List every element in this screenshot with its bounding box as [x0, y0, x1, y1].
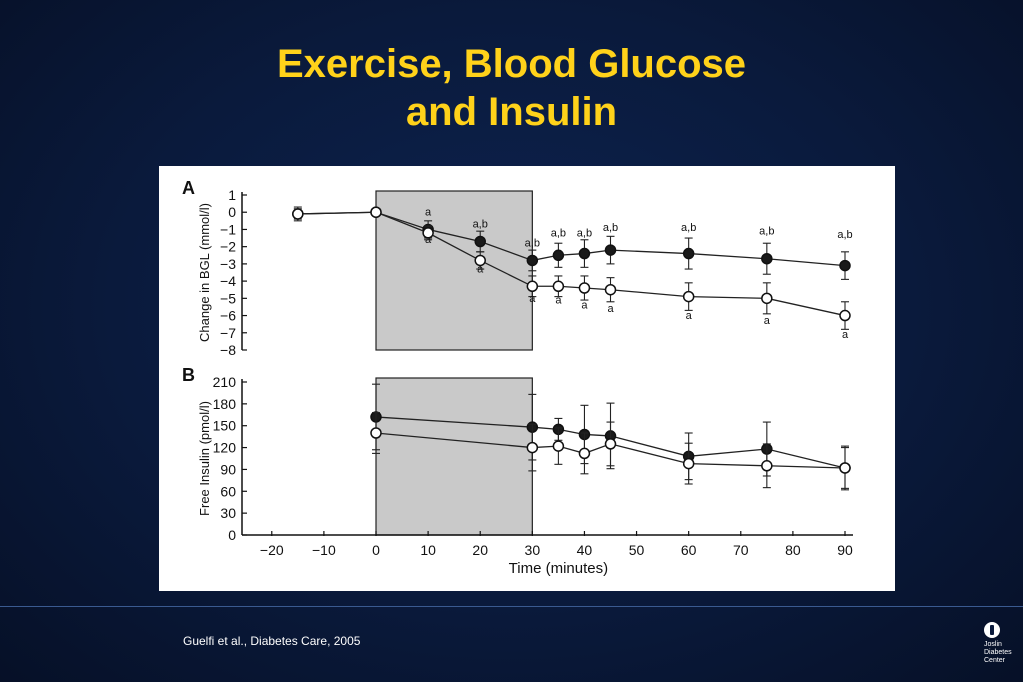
significance-annotation: a,b — [577, 227, 592, 239]
y-tick-label-B: 150 — [213, 418, 237, 434]
data-point-open-A — [552, 280, 565, 293]
y-tick-label-B: 0 — [228, 527, 236, 543]
significance-annotation: a,b — [551, 227, 566, 239]
y-tick-label-B: 60 — [220, 483, 236, 499]
y-tick-label-B: 30 — [220, 505, 236, 521]
logo-line-3: Center — [984, 657, 1006, 664]
y-tick-label-A: −6 — [220, 308, 236, 324]
data-point-open-A — [682, 290, 695, 303]
significance-annotation: a — [555, 295, 562, 307]
data-point-filled-A — [604, 244, 617, 256]
data-point-open-B — [761, 460, 773, 472]
significance-annotation: a,b — [473, 219, 488, 231]
logo-line-2: Diabetes — [984, 649, 1012, 656]
data-point-open-B — [526, 441, 539, 454]
y-tick-label-A: −7 — [220, 325, 236, 341]
slide-title-line-1: Exercise, Blood Glucose — [276, 42, 747, 86]
x-tick-label: 10 — [420, 542, 436, 558]
data-point-open-A — [474, 254, 486, 267]
x-tick-label: 40 — [577, 542, 593, 558]
logo-line-1: Joslin — [984, 641, 1002, 648]
data-point-filled-A — [839, 259, 851, 272]
y-tick-label-A: 0 — [228, 204, 236, 220]
data-point-filled-A — [578, 247, 591, 260]
data-point-filled-A — [474, 235, 486, 248]
x-tick-label: 60 — [681, 542, 697, 558]
data-point-open-A — [526, 280, 539, 293]
panel-label-A: A — [182, 178, 195, 198]
x-tick-label: 20 — [472, 542, 488, 558]
significance-annotation: a,b — [759, 226, 774, 238]
x-axis-title: Time (minutes) — [509, 560, 608, 577]
joslin-logo: Joslin Diabetes Center — [980, 622, 1020, 674]
y-tick-label-B: 210 — [213, 374, 237, 390]
panel-label-B: B — [182, 365, 195, 385]
data-point-open-A — [370, 206, 382, 218]
data-point-filled-A — [552, 249, 565, 262]
x-tick-label: −20 — [260, 542, 284, 558]
slide-title-line-2: and Insulin — [405, 90, 618, 134]
slide-title: Exercise, Blood Glucose and Insulin — [0, 40, 1023, 136]
data-point-open-B — [604, 438, 617, 450]
significance-annotation: a — [529, 293, 536, 305]
significance-annotation: a — [425, 207, 432, 219]
data-point-open-A — [839, 309, 851, 322]
x-tick-label: 50 — [629, 542, 645, 558]
y-tick-label-A: −2 — [220, 239, 236, 255]
x-tick-label: 80 — [785, 542, 801, 558]
data-point-filled-A — [682, 247, 695, 260]
data-point-open-B — [839, 462, 851, 474]
x-tick-label: 0 — [372, 542, 380, 558]
data-point-filled-A — [526, 254, 539, 267]
significance-annotation: a,b — [681, 222, 696, 234]
significance-annotation: a — [477, 264, 484, 276]
figure-panel: A 1 0 −1 −2 −3 −4 −5 −6 −7 −8 Change in BGL (mmol/l… — [159, 166, 895, 591]
x-tick-label: 90 — [837, 542, 853, 558]
x-tick-label: 30 — [525, 542, 541, 558]
exercise-period-shading-B — [375, 377, 533, 536]
footer-divider — [0, 606, 1023, 607]
y-axis-title-B: Free Insulin (pmol/l) — [197, 401, 212, 516]
significance-annotation: a — [581, 300, 588, 312]
significance-annotation: a,b — [837, 229, 852, 241]
significance-annotation: a — [425, 234, 432, 246]
significance-annotation: a — [607, 303, 614, 315]
y-tick-label-A: −1 — [220, 221, 236, 237]
data-point-open-B — [682, 457, 695, 470]
y-tick-label-A: 1 — [228, 187, 236, 203]
data-point-open-A — [422, 227, 434, 239]
y-tick-label-A: −8 — [220, 342, 236, 358]
x-tick-label: −10 — [312, 542, 336, 558]
significance-annotation: a — [842, 329, 849, 341]
data-point-open-B — [578, 447, 591, 460]
joslin-logo-icon — [984, 622, 1000, 638]
citation-text: Guelfi et al., Diabetes Care, 2005 — [183, 634, 361, 648]
significance-annotation: a — [686, 310, 693, 322]
data-point-open-A — [761, 292, 773, 305]
data-point-open-B — [370, 427, 382, 439]
data-point-open-A — [604, 283, 617, 296]
y-tick-label-A: −5 — [220, 290, 236, 306]
y-tick-label-A: −3 — [220, 256, 236, 272]
data-point-filled-A — [761, 252, 773, 265]
data-point-open-A — [578, 282, 591, 294]
y-axis-title-A: Change in BGL (mmol/l) — [197, 203, 212, 342]
y-tick-label-B: 180 — [213, 396, 237, 412]
significance-annotation: a,b — [603, 222, 618, 234]
data-point-open-A — [292, 208, 304, 220]
significance-annotation: a — [764, 315, 771, 327]
x-tick-label: 70 — [733, 542, 749, 558]
significance-annotation: a,b — [525, 238, 540, 250]
y-tick-label-A: −4 — [220, 273, 236, 289]
y-tick-label-B: 90 — [220, 461, 236, 477]
data-point-open-B — [552, 440, 565, 452]
y-tick-label-B: 120 — [213, 440, 237, 456]
joslin-logo-text: Joslin Diabetes Center — [984, 641, 1020, 665]
exercise-period-shading-A — [375, 190, 533, 351]
